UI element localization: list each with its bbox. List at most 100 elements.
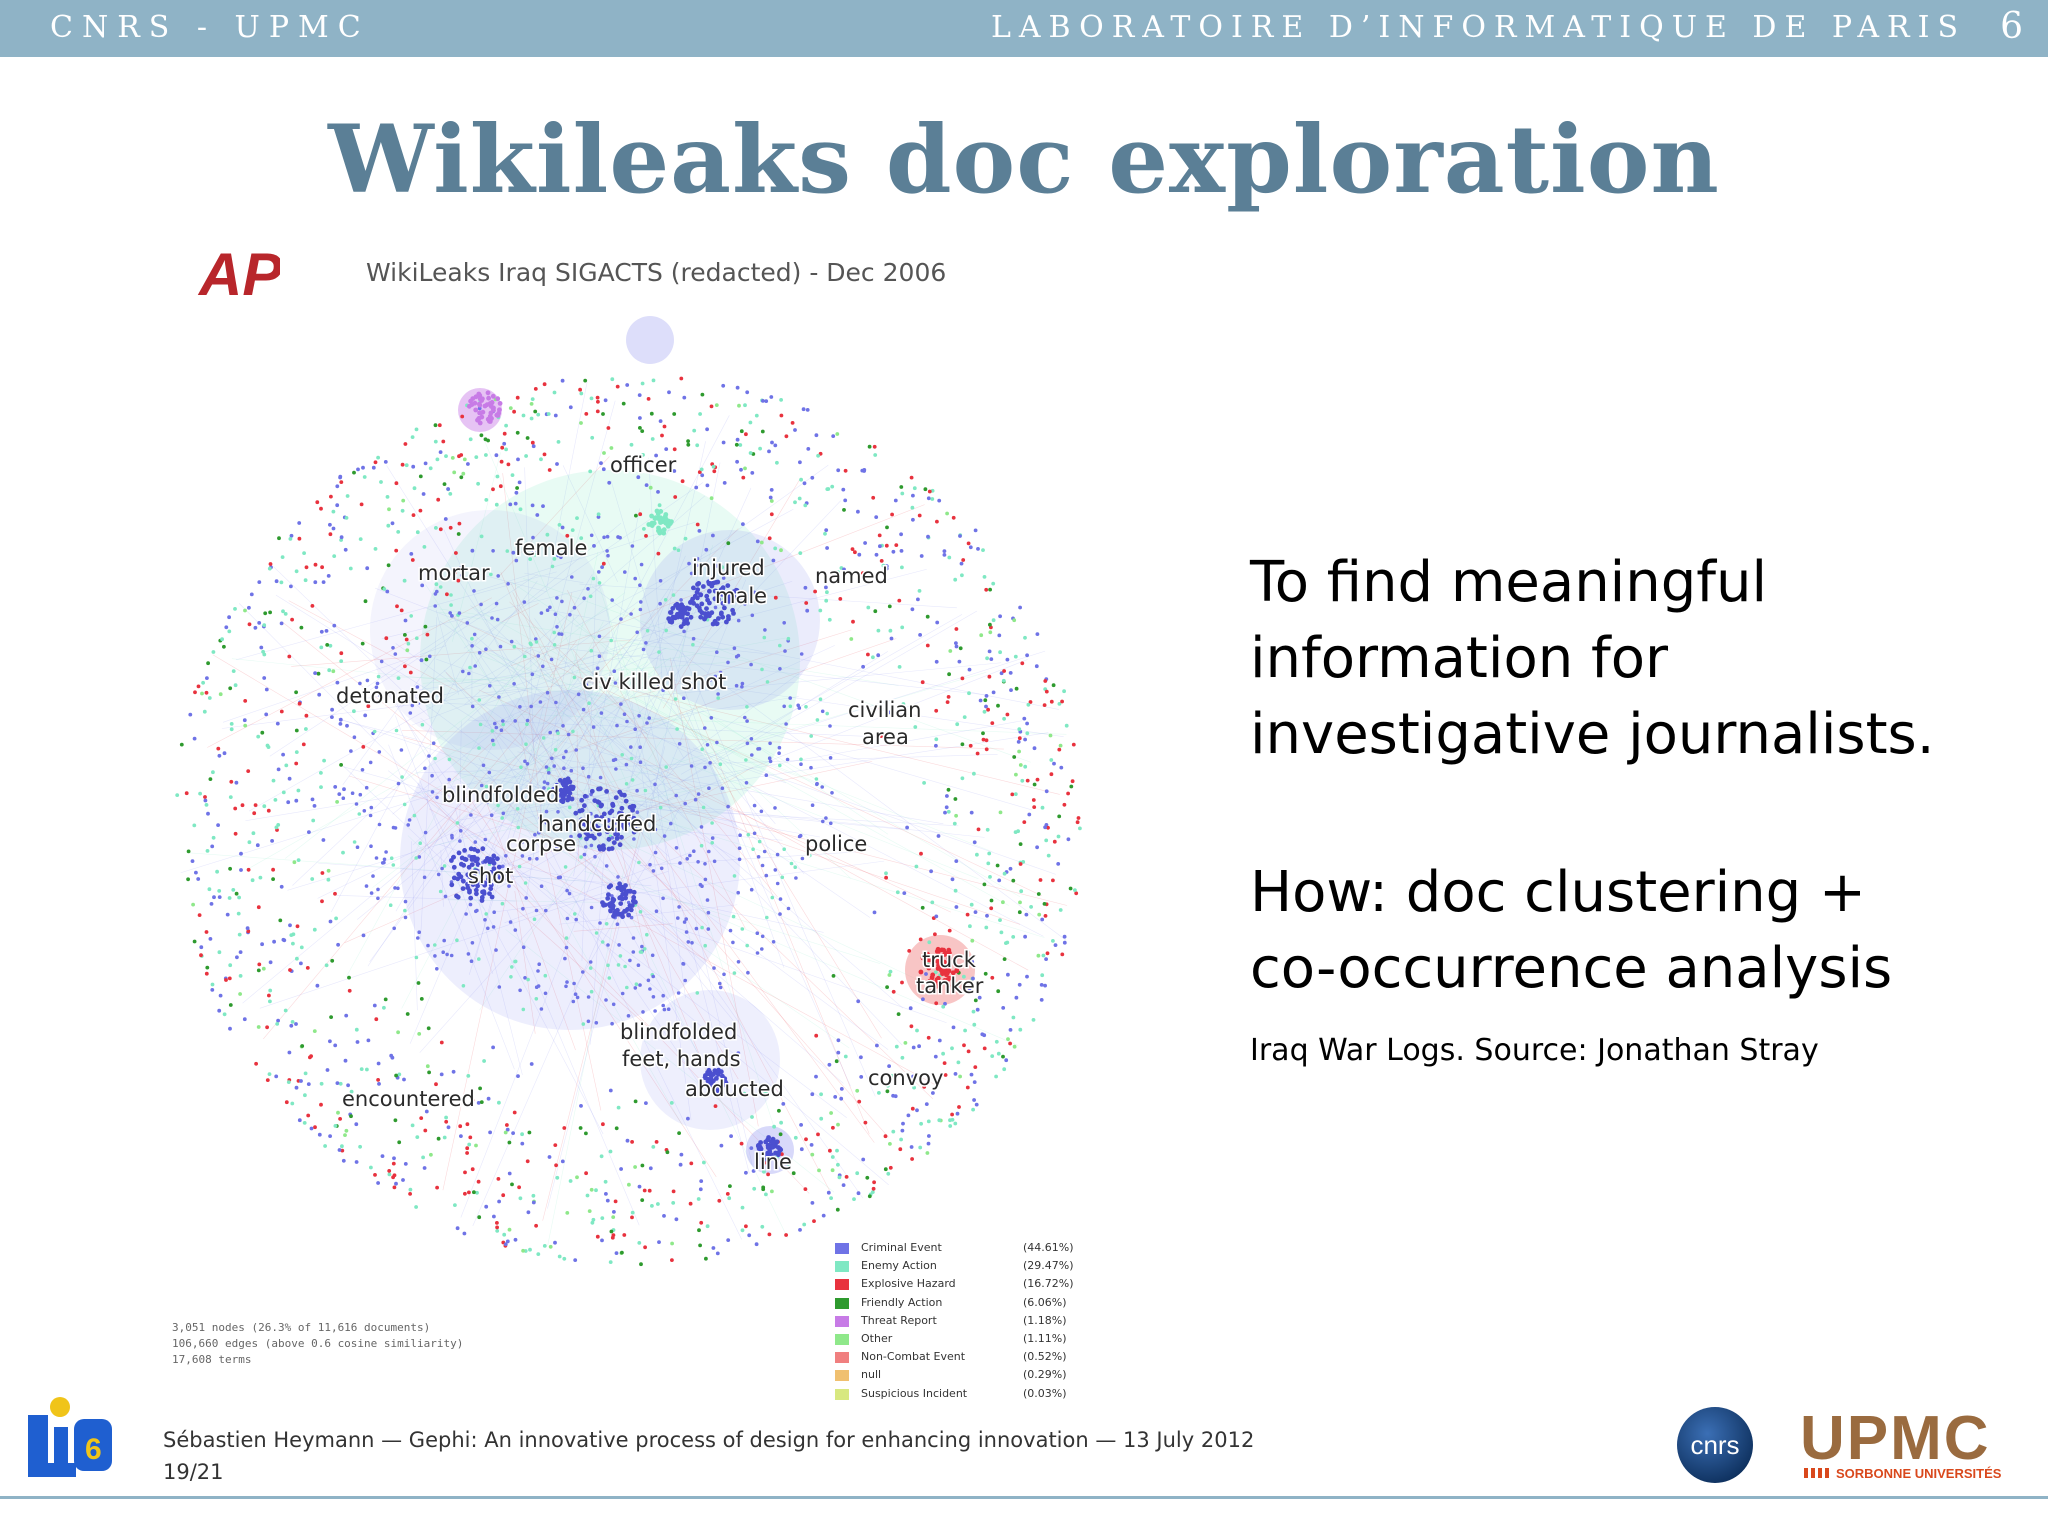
cooccurrence-graph: officer female mortar injured male named… [175,316,1082,1267]
graph-edge [427,528,739,849]
graph-node [524,742,528,746]
header-frame-number: 6 [2000,6,2023,47]
graph-node [828,756,833,760]
graph-node [1070,779,1075,784]
graph-edge [364,653,649,699]
graph-node [347,975,351,980]
graph-edge [454,808,523,1075]
graph-node [911,1074,915,1079]
graph-node [988,630,993,635]
graph-node [778,897,783,901]
graph-node [404,637,409,642]
graph-node [744,781,749,785]
graph-node [579,536,584,540]
graph-node [484,784,489,789]
graph-node [726,614,731,619]
graph-node [924,972,928,976]
graph-node [745,719,749,723]
graph-node [487,859,493,865]
graph-node [384,850,388,854]
graph-node [481,763,486,768]
graph-node [510,473,515,477]
graph-node [828,1148,832,1153]
graph-edge [639,851,857,866]
graph-node [528,557,533,561]
graph-node [601,561,606,566]
graph-node [604,826,610,831]
graph-edge [392,697,452,801]
cluster-halo [420,470,800,850]
graph-node [581,707,586,712]
graph-node [638,910,643,914]
graph-node [566,732,571,737]
graph-node [849,637,854,641]
graph-edge [642,758,1029,971]
graph-node [462,1231,467,1236]
legend-swatch [835,1333,849,1345]
graph-node [470,882,476,887]
graph-node [505,1239,510,1244]
graph-node [1017,727,1022,732]
graph-node [778,763,782,768]
graph-node [934,979,940,984]
graph-edge [590,794,609,1045]
graph-node [488,882,494,888]
label-abducted: abducted [685,1077,784,1101]
graph-node [623,570,627,574]
graph-node [520,840,524,845]
graph-node [597,570,601,574]
graph-node [572,675,577,680]
graph-node [703,877,708,882]
graph-node [890,1073,894,1078]
graph-node [403,908,407,913]
graph-node [584,1171,588,1176]
graph-node [490,393,496,399]
graph-edge [577,677,1060,795]
graph-node [476,1101,481,1105]
graph-node [542,1244,547,1248]
graph-node [676,991,681,995]
graph-edge [484,647,667,728]
graph-node [715,1251,720,1256]
graph-edge [650,462,721,810]
graph-node [333,785,338,789]
graph-node [718,981,722,986]
graph-node [599,1154,604,1159]
graph-edge [534,618,678,820]
graph-node [1020,661,1025,666]
graph-node [571,999,576,1004]
graph-node [563,865,568,869]
legend-swatch [835,1297,849,1309]
legend-percent: (0.03%) [1023,1386,1067,1400]
graph-node [338,1117,342,1121]
graph-node [477,698,482,702]
graph-node [562,777,568,783]
graph-node [679,598,683,602]
graph-node [335,800,339,804]
graph-node [349,749,353,753]
graph-node [985,827,990,832]
graph-node [494,453,499,458]
graph-node [1039,983,1044,987]
graph-node [336,1110,340,1115]
graph-node [676,548,681,552]
graph-node [768,759,773,764]
graph-node [908,1006,913,1011]
graph-node [588,594,593,599]
graph-node [1001,678,1006,683]
graph-node [273,798,278,802]
graph-node [970,938,975,943]
graph-node [897,598,902,603]
graph-node [395,604,399,609]
graph-node [355,1040,360,1044]
label-blindfolded-2: blindfolded [620,1020,737,1044]
graph-node [262,623,267,627]
graph-node [552,643,557,647]
graph-node [610,1235,615,1240]
graph-node [891,989,896,994]
graph-edge [556,763,889,1138]
graph-node [680,479,685,484]
graph-node [433,439,438,444]
graph-node [408,1187,413,1192]
graph-edge [525,615,575,900]
